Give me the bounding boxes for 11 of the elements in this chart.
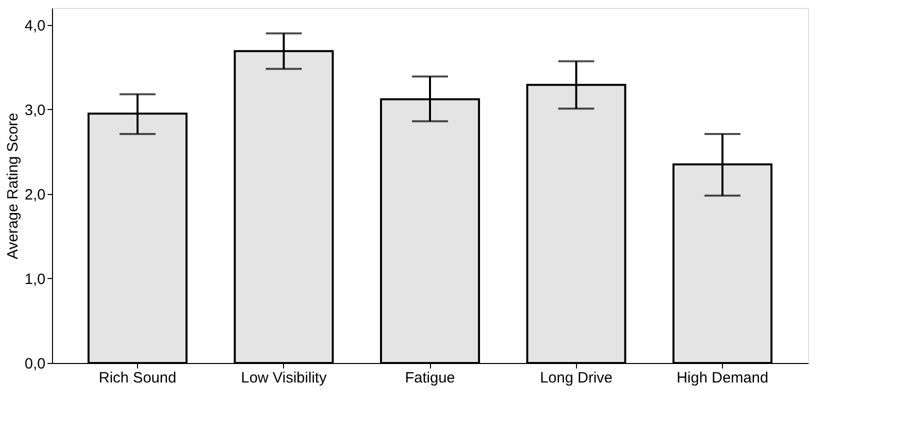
- y-tick-label: 1,0: [24, 270, 46, 288]
- x-tick-label: Rich Sound: [98, 370, 176, 386]
- x-tick-label: Fatigue: [404, 370, 456, 386]
- y-tick-label: 4,0: [24, 17, 46, 34]
- y-tick-label: 0,0: [24, 356, 46, 372]
- x-tick-label: Long Drive: [540, 370, 612, 386]
- y-axis-title: Average Rating Score: [4, 112, 22, 260]
- y-tick-label: 3,0: [24, 102, 46, 119]
- x-tick-label: Low Visibility: [240, 370, 328, 386]
- x-tick-label: High Demand: [676, 370, 768, 386]
- y-tick-label: 2,0: [24, 186, 46, 204]
